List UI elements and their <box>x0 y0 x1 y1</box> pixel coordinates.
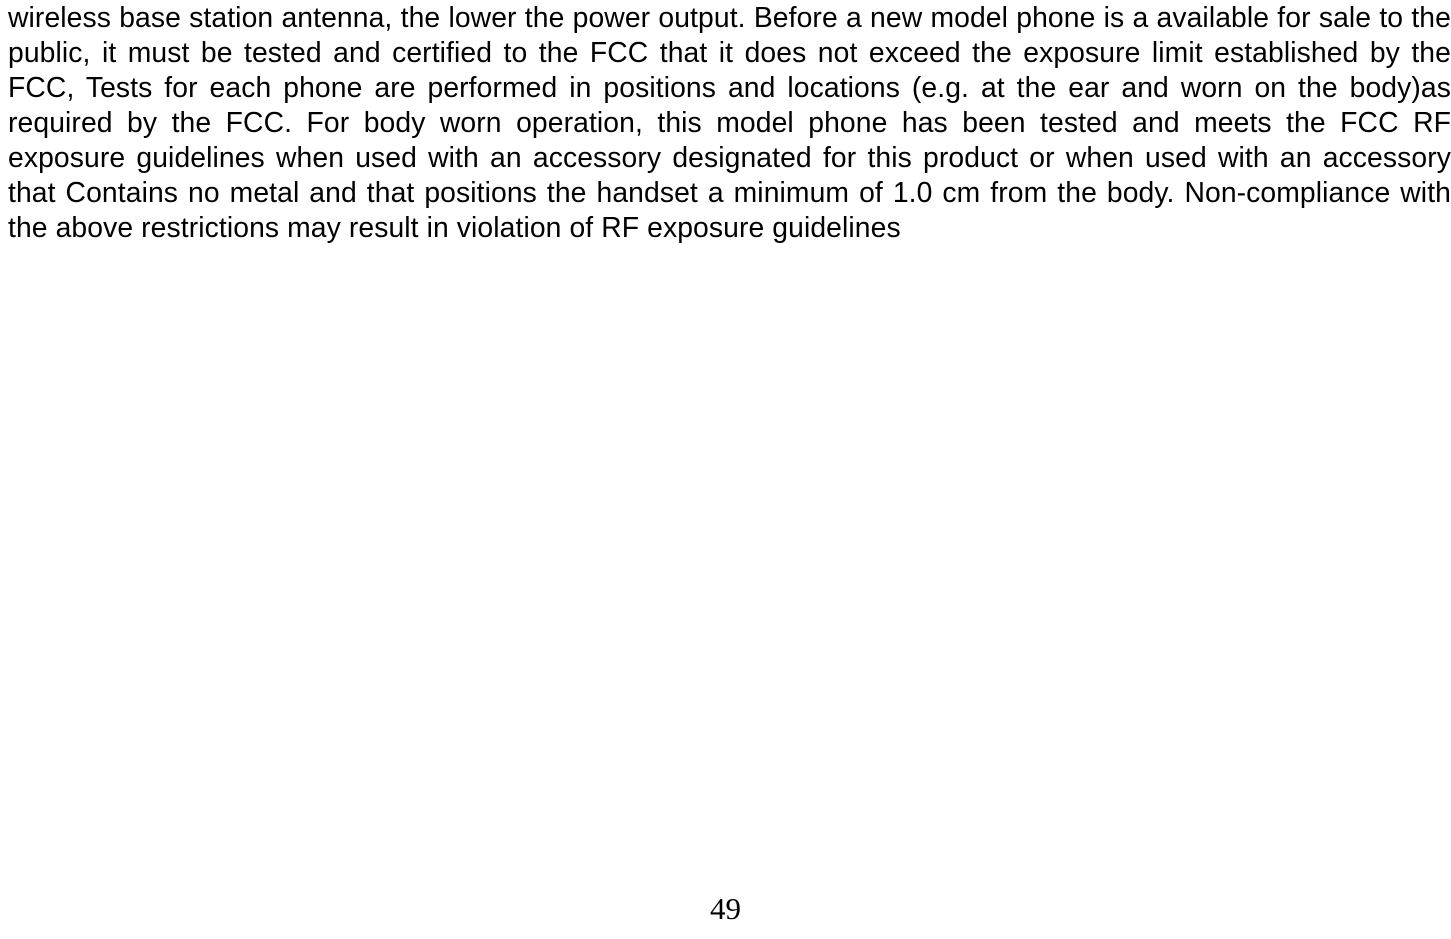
body-paragraph: wireless base station antenna, the lower… <box>8 0 1451 246</box>
document-page: wireless base station antenna, the lower… <box>0 0 1451 939</box>
page-number: 49 <box>0 891 1451 927</box>
